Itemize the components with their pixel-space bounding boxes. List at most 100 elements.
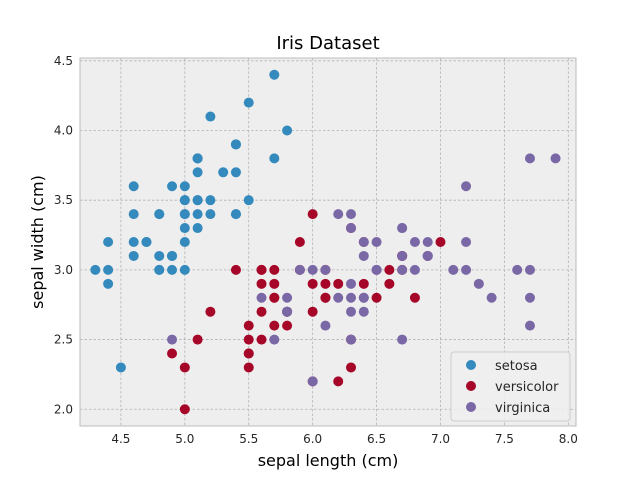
- y-tick-label: 2.5: [54, 333, 73, 347]
- point-versicolor: [256, 334, 267, 345]
- x-axis-ticks: 4.5 5.0 5.5 6.0 6.5 7.0 7.5 8.0: [111, 432, 578, 446]
- legend-marker-setosa: [466, 360, 476, 370]
- point-versicolor: [269, 292, 280, 303]
- point-setosa: [167, 181, 178, 192]
- point-virginica: [346, 292, 357, 303]
- point-virginica: [422, 237, 433, 247]
- y-tick-label: 4.0: [54, 123, 73, 137]
- point-virginica: [294, 264, 305, 275]
- legend-box: [450, 351, 571, 422]
- point-versicolor: [320, 278, 331, 289]
- point-setosa: [218, 167, 229, 178]
- point-versicolor: [307, 306, 318, 317]
- point-virginica: [371, 264, 382, 275]
- legend-marker-versicolor: [466, 381, 476, 391]
- point-versicolor: [243, 320, 254, 331]
- point-virginica: [333, 292, 344, 303]
- point-virginica: [461, 264, 472, 275]
- x-tick-label: 4.5: [111, 432, 130, 446]
- point-virginica: [256, 292, 267, 303]
- point-virginica: [269, 334, 280, 345]
- point-virginica: [397, 223, 408, 234]
- point-virginica: [473, 278, 484, 289]
- point-virginica: [461, 237, 472, 247]
- point-virginica: [358, 292, 369, 303]
- point-versicolor: [282, 320, 293, 331]
- point-versicolor: [243, 362, 254, 373]
- chart-title: Iris Dataset: [276, 33, 379, 54]
- point-virginica: [524, 320, 535, 331]
- point-virginica: [409, 264, 420, 275]
- point-setosa: [205, 209, 216, 220]
- point-virginica: [397, 334, 408, 345]
- point-setosa: [154, 264, 165, 275]
- point-setosa: [128, 209, 139, 220]
- point-versicolor: [243, 348, 254, 359]
- legend: setosa versicolor virginica: [450, 351, 571, 422]
- point-virginica: [461, 181, 472, 192]
- point-virginica: [512, 264, 523, 275]
- point-virginica: [307, 376, 318, 387]
- point-versicolor: [307, 278, 318, 289]
- point-virginica: [358, 237, 369, 247]
- legend-label-versicolor: versicolor: [495, 380, 559, 395]
- point-virginica: [358, 250, 369, 261]
- point-versicolor: [256, 278, 267, 289]
- point-setosa: [128, 181, 139, 192]
- data-points: [90, 69, 561, 415]
- y-tick-label: 3.5: [54, 193, 73, 207]
- point-setosa: [167, 264, 178, 275]
- point-setosa: [179, 181, 190, 192]
- point-setosa: [115, 362, 126, 373]
- point-setosa: [230, 209, 241, 220]
- point-setosa: [243, 97, 254, 108]
- point-setosa: [230, 139, 241, 150]
- point-setosa: [230, 167, 241, 178]
- x-tick-label: 7.0: [431, 432, 450, 446]
- point-versicolor: [256, 264, 267, 275]
- point-setosa: [103, 278, 114, 289]
- point-virginica: [524, 153, 535, 164]
- point-setosa: [205, 195, 216, 206]
- point-virginica: [550, 153, 561, 164]
- y-tick-label: 3.0: [54, 263, 73, 277]
- x-tick-label: 5.0: [175, 432, 194, 446]
- x-tick-label: 6.0: [303, 432, 322, 446]
- point-versicolor: [269, 278, 280, 289]
- point-setosa: [179, 264, 190, 275]
- point-setosa: [192, 167, 203, 178]
- point-setosa: [154, 209, 165, 220]
- point-setosa: [179, 195, 190, 206]
- point-versicolor: [384, 278, 395, 289]
- plot-frame: [79, 57, 577, 427]
- point-versicolor: [371, 292, 382, 303]
- point-virginica: [282, 306, 293, 317]
- y-axis-ticks: 2.0 2.5 3.0 3.5 4.0 4.5: [54, 54, 73, 416]
- point-virginica: [320, 264, 331, 275]
- y-axis-label: sepal width (cm): [28, 175, 47, 309]
- point-versicolor: [294, 237, 305, 247]
- legend-marker-virginica: [466, 402, 476, 412]
- point-versicolor: [384, 264, 395, 275]
- point-virginica: [320, 320, 331, 331]
- point-setosa: [243, 195, 254, 206]
- point-versicolor: [269, 264, 280, 275]
- point-setosa: [179, 223, 190, 234]
- point-virginica: [371, 237, 382, 247]
- point-versicolor: [167, 348, 178, 359]
- point-virginica: [422, 250, 433, 261]
- point-setosa: [192, 223, 203, 234]
- point-setosa: [154, 250, 165, 261]
- point-virginica: [346, 223, 357, 234]
- y-tick-label: 2.0: [54, 402, 73, 416]
- y-tick-label: 4.5: [54, 54, 73, 68]
- point-versicolor: [320, 292, 331, 303]
- legend-label-setosa: setosa: [495, 359, 538, 374]
- point-setosa: [192, 209, 203, 220]
- point-versicolor: [192, 334, 203, 345]
- point-virginica: [524, 264, 535, 275]
- point-versicolor: [435, 237, 446, 247]
- point-setosa: [128, 250, 139, 261]
- point-versicolor: [346, 362, 357, 373]
